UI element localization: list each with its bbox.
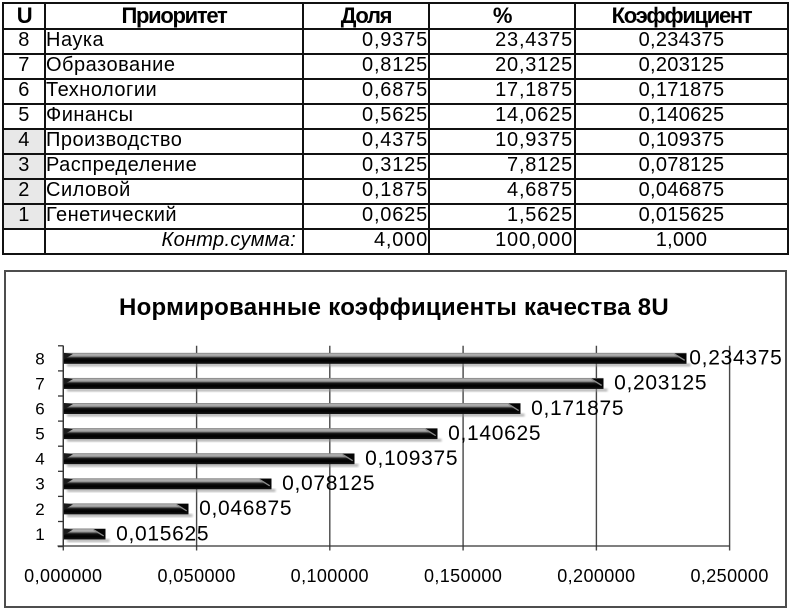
svg-text:0,050000: 0,050000 <box>157 566 235 586</box>
svg-text:0,250000: 0,250000 <box>690 566 768 586</box>
svg-text:0,234375: 0,234375 <box>689 347 782 370</box>
svg-text:3: 3 <box>35 475 44 494</box>
svg-text:1: 1 <box>35 525 44 544</box>
svg-text:6: 6 <box>35 399 44 418</box>
svg-text:2: 2 <box>35 500 44 519</box>
svg-text:0,203125: 0,203125 <box>614 372 707 395</box>
svg-text:0,109375: 0,109375 <box>365 447 458 470</box>
svg-text:0,100000: 0,100000 <box>291 566 369 586</box>
svg-text:8: 8 <box>35 349 44 368</box>
svg-text:5: 5 <box>35 425 44 444</box>
svg-text:0,140625: 0,140625 <box>448 422 541 445</box>
svg-text:7: 7 <box>35 374 44 393</box>
svg-text:4: 4 <box>35 450 44 469</box>
svg-text:Нормированные коэффициенты кач: Нормированные коэффициенты качества 8U <box>119 294 669 321</box>
svg-text:0,171875: 0,171875 <box>531 397 624 420</box>
svg-text:0,150000: 0,150000 <box>424 566 502 586</box>
svg-text:0,000000: 0,000000 <box>24 566 102 586</box>
svg-text:0,200000: 0,200000 <box>557 566 635 586</box>
svg-text:0,046875: 0,046875 <box>199 497 292 520</box>
svg-text:0,078125: 0,078125 <box>282 472 375 495</box>
svg-text:0,015625: 0,015625 <box>116 522 209 545</box>
